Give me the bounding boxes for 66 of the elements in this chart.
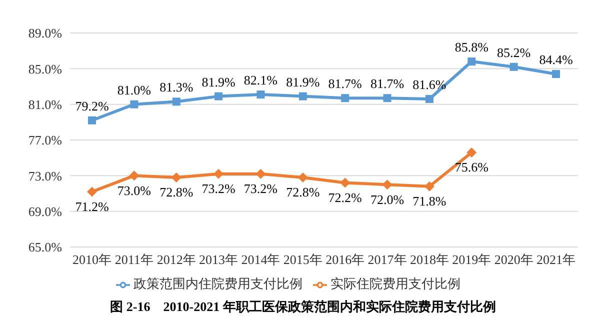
y-tick-label: 77.0% (28, 132, 62, 148)
x-tick-label: 2013年 (199, 252, 238, 268)
data-label: 72.2% (328, 190, 362, 206)
data-label: 72.8% (286, 184, 320, 200)
data-label: 81.9% (202, 74, 236, 90)
data-label: 81.7% (370, 76, 404, 92)
x-tick-label: 2012年 (156, 252, 196, 268)
y-tick-label: 81.0% (28, 96, 62, 112)
y-tick-label: 89.0% (28, 26, 62, 41)
point (340, 178, 350, 188)
point (256, 90, 265, 99)
point (341, 94, 350, 102)
caption: 图 2-16 2010-2021 年职工医保政策范围内和实际住院费用支付比例 (109, 298, 497, 316)
point (382, 180, 392, 190)
x-tick-label: 2014年 (241, 252, 280, 268)
data-label: 85.8% (454, 40, 489, 55)
data-label: 73.2% (244, 181, 278, 196)
data-label: 71.8% (412, 194, 446, 209)
legend-label: 实际住院费用支付比例 (330, 276, 460, 291)
data-label: 81.9% (286, 74, 320, 90)
point (510, 62, 518, 71)
x-tick-label: 2017年 (368, 252, 407, 268)
point (88, 116, 96, 124)
point (468, 58, 476, 66)
data-label: 81.0% (117, 82, 152, 98)
y-tick-label: 65.0% (28, 240, 62, 255)
point (298, 92, 307, 100)
point (171, 172, 182, 182)
data-label: 85.2% (497, 44, 531, 60)
data-label: 71.2% (75, 198, 109, 214)
point (130, 100, 138, 108)
point (256, 168, 266, 179)
x-tick-label: 2018年 (410, 252, 449, 268)
data-label: 75.6% (454, 160, 489, 175)
point (552, 70, 560, 78)
data-label: 79.2% (75, 98, 109, 114)
point (129, 170, 140, 181)
x-tick-label: 2011年 (114, 252, 154, 268)
y-tick-label: 73.0% (28, 168, 62, 184)
y-tick-label: 85.0% (28, 61, 62, 76)
y-tick-label: 69.0% (28, 204, 62, 219)
point (87, 186, 97, 197)
point (466, 147, 477, 158)
data-label: 84.4% (539, 52, 573, 68)
x-tick-label: 2010年 (72, 252, 112, 268)
data-label: 72.0% (370, 192, 404, 207)
point (383, 94, 392, 102)
point (424, 181, 434, 192)
x-tick-label: 2015年 (283, 252, 322, 268)
point (298, 172, 308, 182)
point (425, 94, 434, 103)
x-tick-label: 2016年 (326, 252, 365, 268)
data-label: 73.2% (202, 181, 236, 196)
data-label: 72.8% (160, 184, 194, 200)
x-tick-label: 2020年 (494, 252, 534, 268)
data-label: 73.0% (117, 182, 152, 198)
x-tick-label: 2019年 (452, 252, 492, 268)
x-tick-label: 2021年 (536, 252, 576, 268)
data-label: 82.1% (244, 72, 278, 88)
legend-label: 政策范围内住院费用支付比例 (134, 276, 302, 291)
data-label: 81.7% (328, 76, 362, 92)
point (214, 92, 223, 100)
data-label: 81.6% (412, 76, 446, 92)
point (214, 168, 224, 179)
data-label: 81.3% (160, 80, 194, 95)
point (172, 98, 180, 106)
